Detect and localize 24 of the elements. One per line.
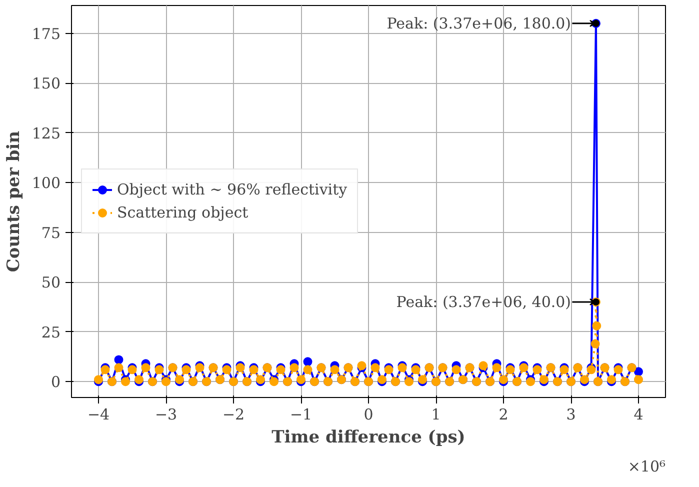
- x-tick-label: 0: [364, 406, 374, 424]
- y-tick-label: 25: [41, 323, 61, 342]
- y-axis-title: Counts per bin: [4, 130, 24, 272]
- x-tick-label: −3: [154, 406, 178, 424]
- x-tick-label: −2: [222, 406, 245, 424]
- x-tick-label: 3: [566, 406, 576, 424]
- x-tick-label: 4: [634, 406, 644, 424]
- x-tick-label: −4: [87, 406, 110, 424]
- x-tick-label: 2: [498, 406, 508, 424]
- y-tick-label: 50: [41, 274, 61, 292]
- y-tick-label: 125: [32, 124, 61, 142]
- annotation: Peak: (3.37e+06, 40.0): [396, 292, 572, 311]
- x-tick-label: −1: [290, 406, 312, 424]
- annotation: Peak: (3.37e+06, 180.0): [386, 14, 572, 32]
- legend-label: Object with ∼ 96% reflectivity: [117, 180, 348, 198]
- legend-label: Scattering object: [117, 204, 248, 222]
- text: ×10⁶: [628, 458, 666, 476]
- y-tick-label: 0: [50, 373, 61, 392]
- y-tick-label: 175: [32, 24, 61, 43]
- x-axis-title: Time difference (ps): [272, 428, 466, 448]
- y-tick-label: 150: [32, 74, 61, 93]
- y-tick-label: 100: [32, 174, 61, 192]
- x-tick-label: 1: [431, 406, 441, 424]
- y-tick-label: 75: [41, 224, 61, 242]
